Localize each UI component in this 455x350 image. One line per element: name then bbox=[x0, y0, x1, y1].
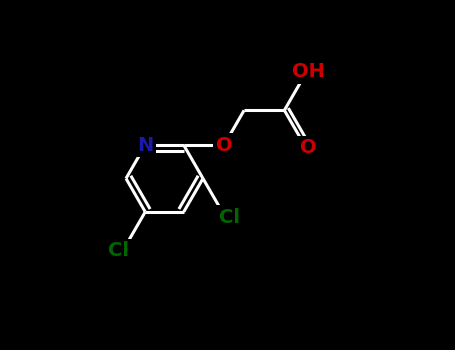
Text: O: O bbox=[216, 136, 233, 155]
Text: N: N bbox=[137, 136, 153, 155]
Text: O: O bbox=[300, 139, 316, 158]
Text: Cl: Cl bbox=[108, 241, 129, 260]
Text: Cl: Cl bbox=[219, 208, 240, 227]
Text: OH: OH bbox=[292, 62, 325, 82]
